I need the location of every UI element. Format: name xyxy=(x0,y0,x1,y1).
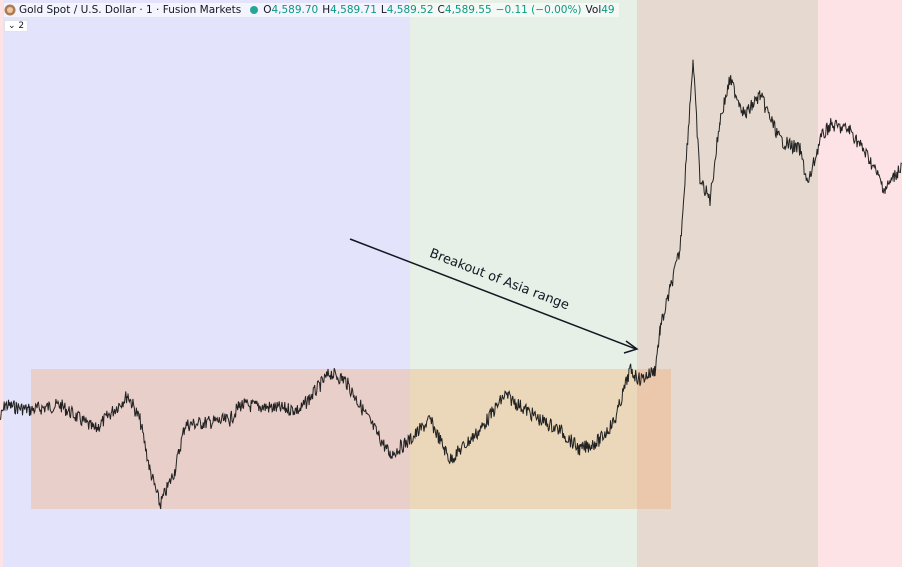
status-dot xyxy=(250,6,259,14)
legend-header: Gold Spot / U.S. Dollar · 1 · Fusion Mar… xyxy=(4,3,619,17)
ohlc-value: 4,589.71 xyxy=(330,4,377,16)
ohlc-label: H xyxy=(322,4,331,16)
ohlc-label: L xyxy=(380,4,387,16)
arrow-line xyxy=(349,238,637,350)
arrow-head xyxy=(623,340,639,354)
indicator-count: 2 xyxy=(18,21,25,31)
ohlc-value: 4,589.70 xyxy=(271,4,319,16)
session-late xyxy=(818,0,902,567)
symbol-title: Gold Spot / U.S. Dollar · 1 · Fusion Mar… xyxy=(19,4,242,16)
ohlc-label: O xyxy=(263,4,272,16)
indicators-toggle[interactable]: ⌄ 2 xyxy=(4,20,29,32)
symbol-icon xyxy=(4,4,16,16)
ohlc-value: 4,589.52 xyxy=(386,4,434,16)
session-prev xyxy=(0,0,3,567)
ohlc-label: C xyxy=(437,4,445,16)
session-asia xyxy=(0,0,410,567)
change: −0.11 (−0.00%) xyxy=(495,4,582,16)
volume-value: 49 xyxy=(601,4,615,16)
ohlc-value: 4,589.55 xyxy=(444,4,492,16)
session-london xyxy=(410,0,637,567)
price-series xyxy=(0,59,902,510)
volume-label: Vol xyxy=(585,4,602,16)
